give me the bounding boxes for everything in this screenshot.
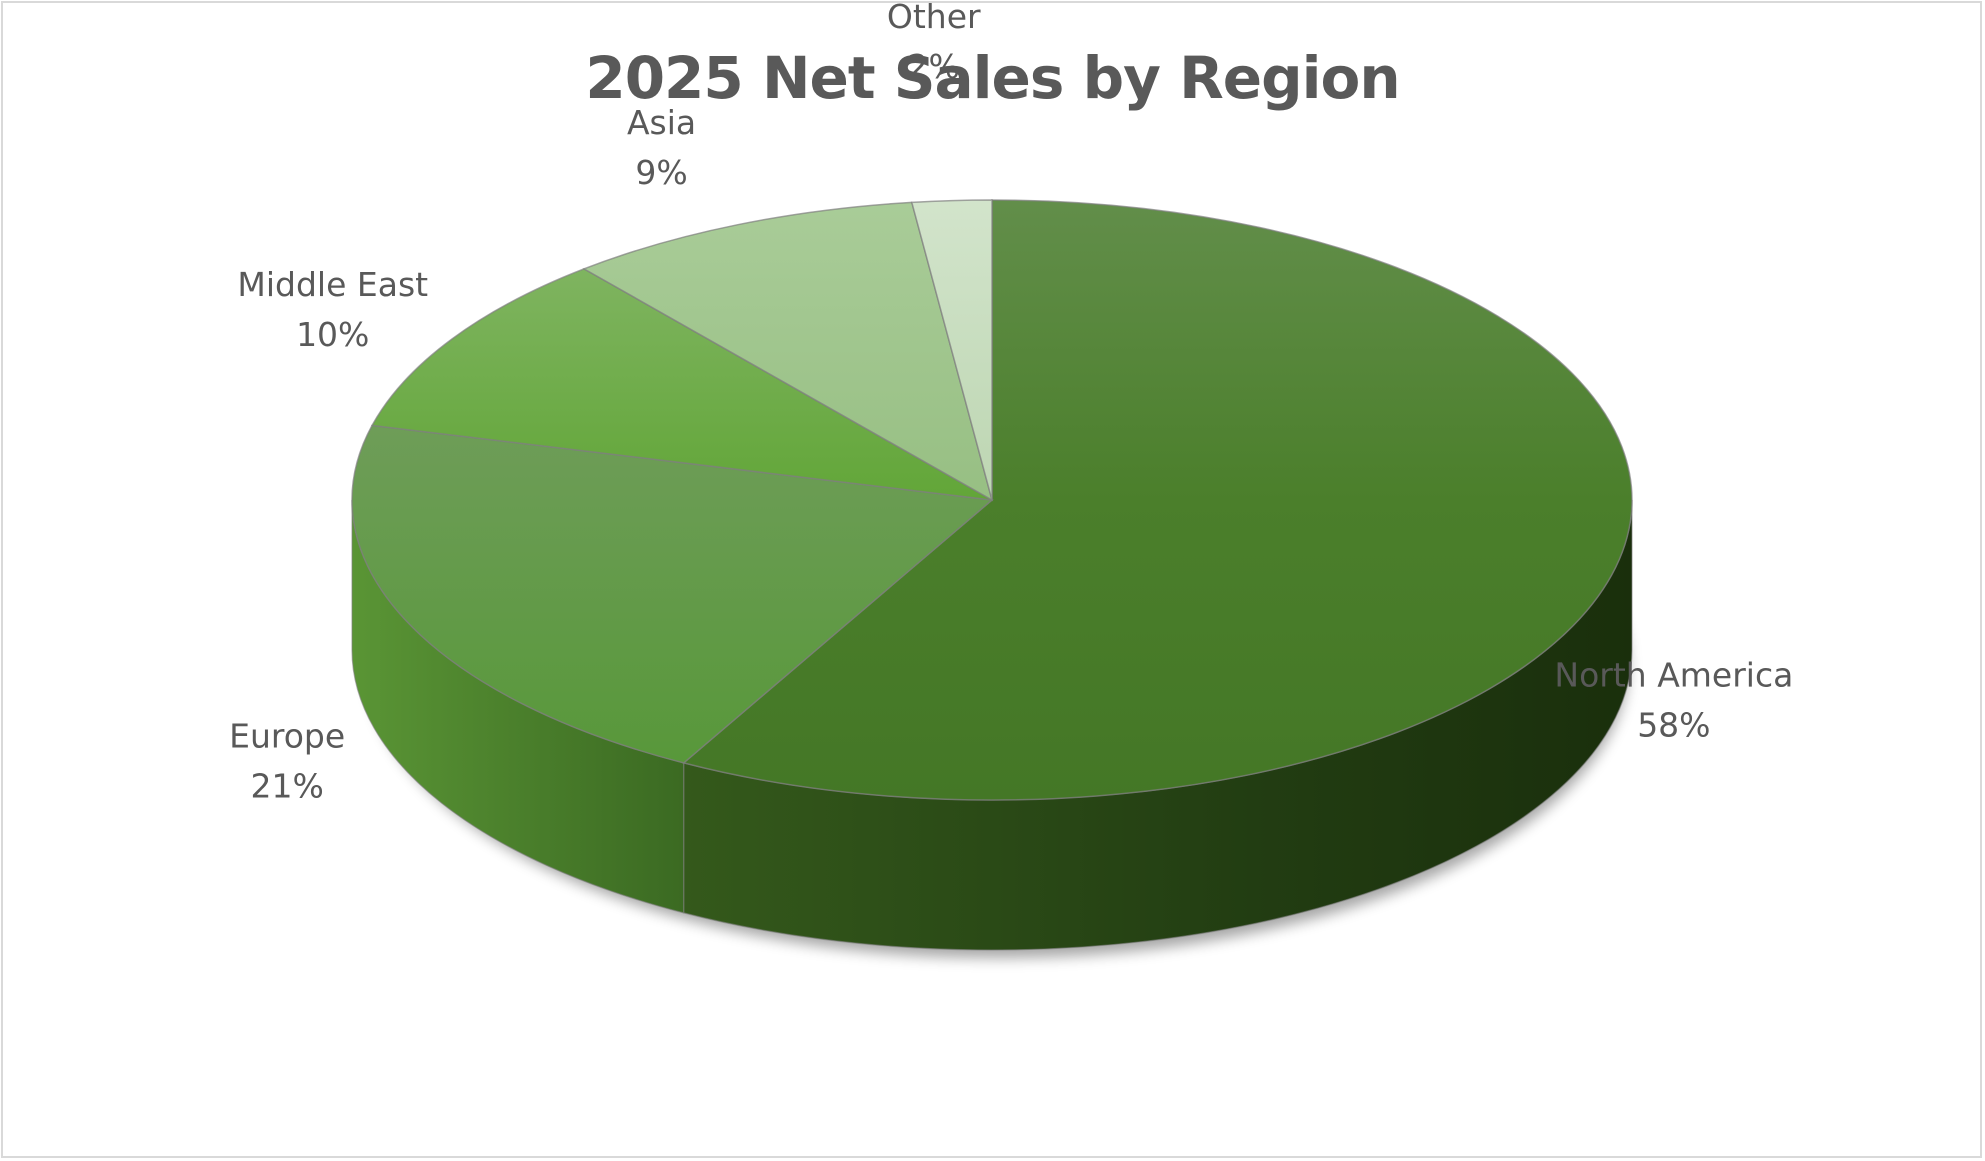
pie-slice-north-america [682,199,1633,801]
pie-label-value-other: 2% [908,47,960,86]
pie-label-name-middle-east: Middle East [237,265,428,304]
pie-label-name-europe: Europe [229,716,345,755]
pie-label-value-middle-east: 10% [296,315,369,354]
pie-label-name-north-america: North America [1554,656,1793,695]
pie-slice-asia [582,201,994,502]
pie-label-value-europe: 21% [250,766,323,805]
pie-slice-middle-east [370,268,993,501]
pie-slice-europe [351,424,994,764]
pie-label-value-asia: 9% [635,153,687,192]
pie-label-value-north-america: 58% [1637,706,1710,745]
pie-label-name-asia: Asia [627,103,696,142]
pie-slice-other [910,199,993,501]
chart-title: 2025 Net Sales by Region [585,44,1400,112]
pie-label-name-other: Other [887,0,981,36]
